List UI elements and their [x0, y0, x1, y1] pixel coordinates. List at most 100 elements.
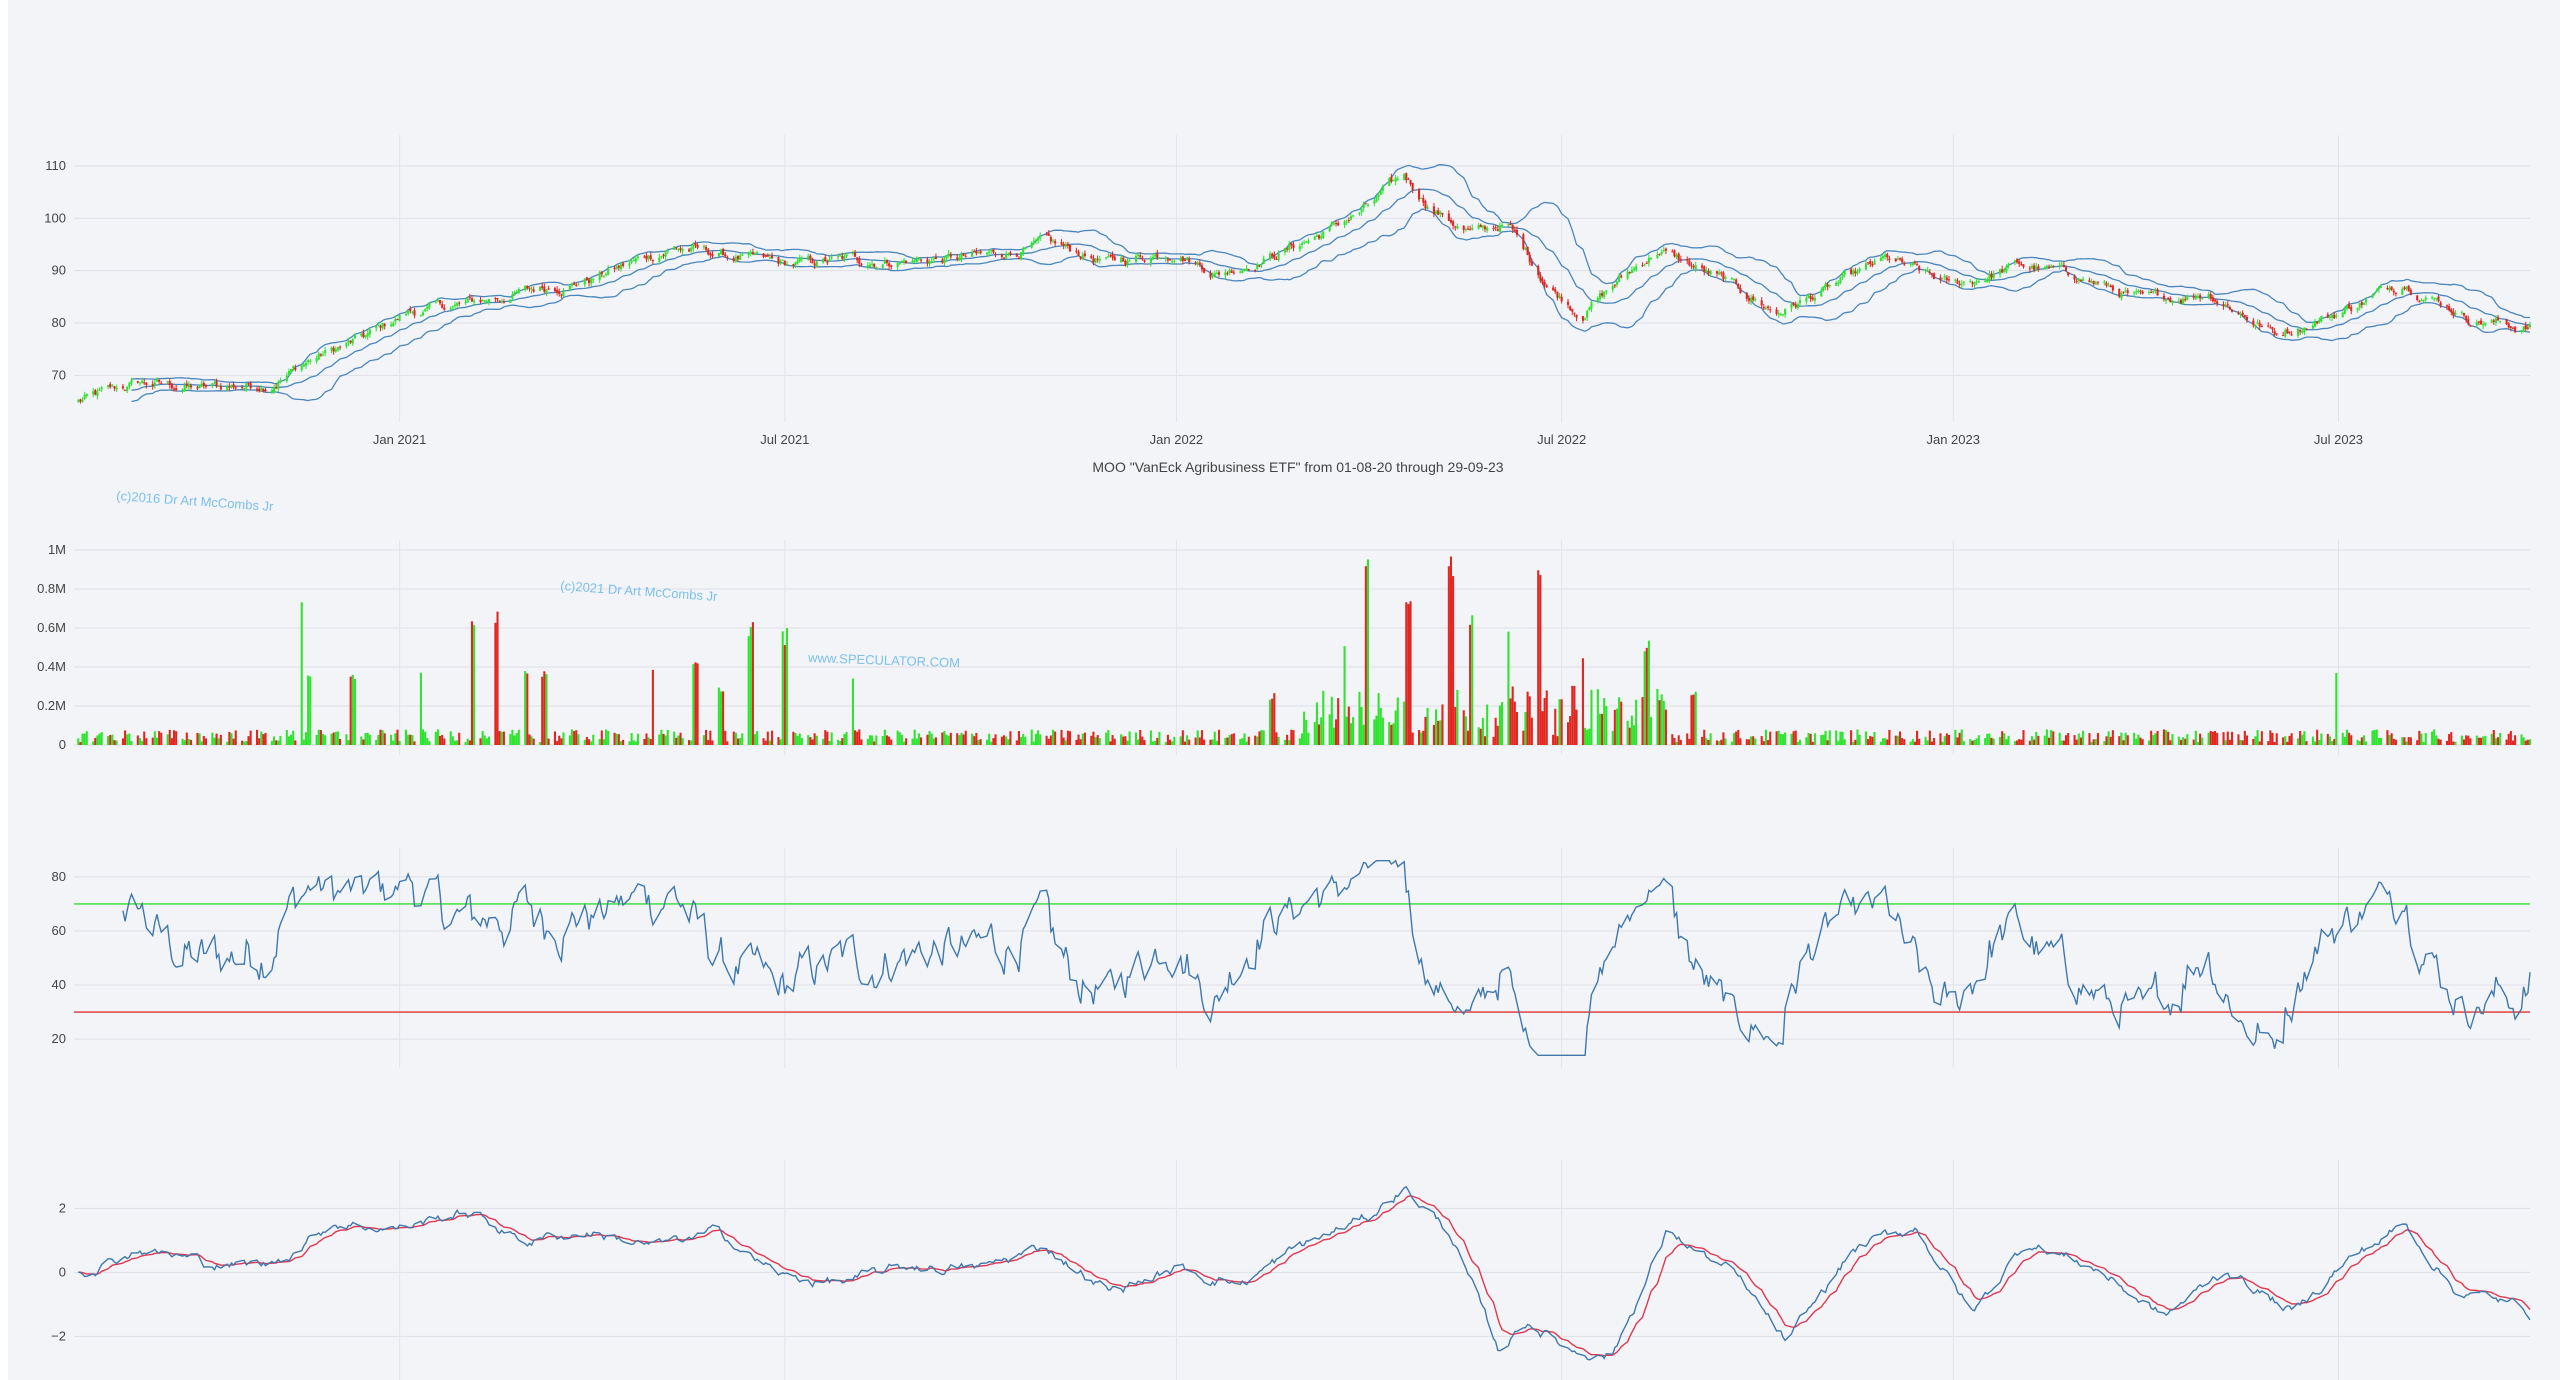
volume-bar [619, 741, 623, 745]
candle-body [2433, 298, 2436, 300]
candle-body [994, 253, 997, 255]
volume-bar [2192, 739, 2195, 745]
volume-bar [360, 736, 363, 745]
volume-bar [2335, 672, 2338, 745]
volume-bar [138, 738, 142, 745]
candle-body [1215, 272, 1218, 274]
candle-body [2439, 302, 2442, 306]
volume-bar [309, 676, 312, 745]
volume-bar [1988, 733, 1991, 745]
candle-body [2169, 298, 2172, 303]
candle-body [1901, 258, 1904, 263]
volume-bar [2224, 740, 2227, 745]
candle-body [2167, 298, 2170, 300]
volume-bar [681, 738, 684, 745]
volume-bar [2162, 729, 2165, 745]
candle-body [1992, 274, 1995, 279]
volume-bar [1292, 730, 1295, 745]
volume-bar [1962, 741, 1965, 745]
candle-body [1396, 178, 1399, 180]
candle-body [1999, 269, 2002, 275]
volume-bar [1143, 740, 1146, 745]
volume-bar [1656, 689, 1659, 745]
volume-bar [556, 741, 559, 745]
candle-body [2348, 304, 2351, 309]
candle-body [1824, 283, 1827, 288]
volume-bar [394, 733, 397, 745]
volume-bar [466, 738, 469, 745]
candle-body [585, 277, 588, 281]
volume-bar [2213, 731, 2217, 745]
candle-body [100, 387, 103, 390]
volume-bar [917, 733, 920, 745]
candle-body [1909, 264, 1912, 266]
candle-body [2343, 308, 2346, 314]
candle-body [766, 254, 769, 257]
volume-bar [502, 731, 505, 745]
candle-body [2326, 314, 2329, 318]
candle-body [1701, 265, 1704, 268]
volume-bar [170, 738, 173, 745]
volume-bar [1256, 736, 1259, 745]
candle-body [600, 271, 603, 275]
volume-bar [2356, 739, 2359, 745]
volume-bar [1169, 739, 1172, 745]
candle-body [2422, 300, 2425, 302]
volume-bar [1828, 730, 1831, 745]
candle-body [2020, 263, 2023, 266]
candle-body [1611, 286, 1614, 290]
candle-body [749, 251, 752, 253]
candle-body [1569, 306, 1572, 311]
candle-body [247, 383, 250, 385]
volume-bar [468, 740, 471, 745]
volume-bar [109, 735, 112, 745]
candle-body [2148, 292, 2151, 294]
candle-body [1090, 256, 1093, 259]
candle-body [1903, 262, 1906, 265]
volume-bar [2156, 730, 2159, 745]
volume-bar [1164, 741, 1167, 745]
volume-bar [600, 730, 603, 745]
volume-bar [813, 733, 816, 745]
volume-bar [781, 631, 784, 745]
volume-bar [2407, 737, 2410, 745]
volume-bar [2252, 738, 2255, 745]
volume-bar [294, 740, 297, 745]
volume-bar [2107, 731, 2110, 745]
candle-body [915, 259, 918, 263]
volume-bar [2333, 739, 2336, 745]
volume-bar [2271, 732, 2274, 745]
candle-body [747, 252, 750, 256]
volume-bar [2371, 730, 2374, 745]
candle-body [2467, 318, 2470, 325]
candle-body [1933, 273, 1936, 280]
candle-body [1528, 254, 1531, 263]
volume-bar [300, 602, 303, 745]
candle-body [1034, 239, 1038, 242]
candle-body [1918, 266, 1921, 271]
candle-body [368, 329, 371, 335]
candle-body [439, 300, 442, 304]
candle-body [1328, 226, 1331, 232]
candle-body [741, 254, 744, 256]
volume-bar [543, 671, 546, 745]
volume-bar [1737, 729, 1740, 745]
candle-body [1239, 271, 1242, 273]
candle-body [1896, 258, 1899, 260]
volume-bar [1243, 733, 1246, 745]
candle-body [364, 335, 367, 338]
candle-body [1888, 258, 1891, 260]
candle-body [702, 246, 706, 248]
volume-bar [245, 740, 248, 745]
volume-bar [498, 731, 501, 745]
volume-bar [2126, 735, 2129, 745]
candle-body [1403, 174, 1406, 180]
candle-body [2514, 326, 2517, 332]
candle-body [451, 306, 454, 308]
candle-body [545, 289, 548, 293]
volume-bar [1575, 709, 1578, 745]
candle-body [515, 291, 518, 293]
candle-body [888, 263, 891, 267]
volume-bar [321, 733, 325, 745]
volume-bar [1320, 717, 1323, 745]
